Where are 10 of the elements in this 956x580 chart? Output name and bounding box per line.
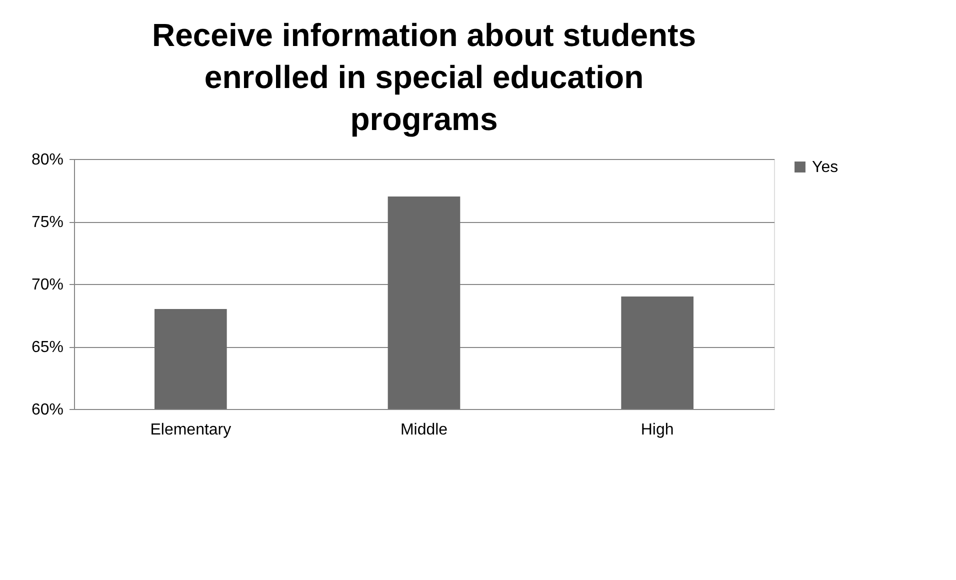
y-tick-label: 65% — [31, 339, 64, 356]
y-tick-label: 60% — [31, 402, 64, 418]
chart-title: Receive information about students enrolled in special education programs — [152, 17, 696, 137]
y-tick-label: 75% — [31, 214, 64, 231]
x-tick-label: Elementary — [150, 422, 232, 438]
x-tick-label: High — [640, 422, 674, 438]
x-tick-label: Middle — [400, 422, 448, 438]
y-tick-label: 80% — [31, 152, 64, 168]
y-tick-label: 70% — [31, 276, 64, 294]
legend-label: Yes — [812, 159, 838, 176]
